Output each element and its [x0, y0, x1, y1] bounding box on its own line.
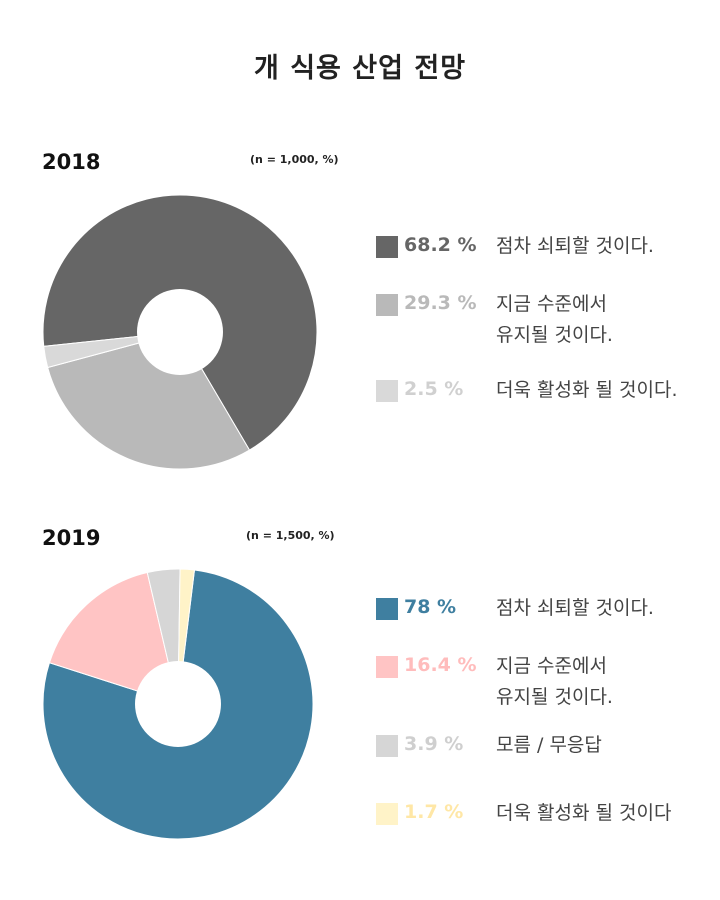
legend-label: 점차 쇠퇴할 것이다. — [496, 235, 654, 257]
legend-value: 2.5 % — [404, 378, 464, 400]
legend-value: 3.9 % — [404, 733, 464, 755]
chart-2019-year: 2019 — [42, 526, 101, 550]
legend-2018-maintain: 29.3 % 지금 수준에서 유지될 것이다. — [376, 292, 613, 346]
donut-hole — [137, 289, 223, 375]
legend-2019-decline: 78 % 점차 쇠퇴할 것이다. — [376, 596, 654, 620]
donut-hole — [135, 661, 221, 747]
legend-label: 더욱 활성화 될 것이다. — [496, 379, 678, 401]
donut-chart-2019 — [42, 568, 314, 840]
legend-2019-unknown: 3.9 % 모름 / 무응답 — [376, 733, 602, 757]
legend-label: 점차 쇠퇴할 것이다. — [496, 597, 654, 619]
legend-swatch — [376, 803, 398, 825]
legend-swatch — [376, 598, 398, 620]
legend-value: 16.4 % — [404, 654, 477, 676]
legend-2018-activate: 2.5 % 더욱 활성화 될 것이다. — [376, 378, 677, 402]
legend-label: 지금 수준에서 유지될 것이다. — [496, 293, 613, 346]
donut-chart-2018 — [42, 194, 318, 470]
page-title: 개 식용 산업 전망 — [253, 53, 467, 84]
legend-swatch — [376, 735, 398, 757]
legend-2018-decline: 68.2 % 점차 쇠퇴할 것이다. — [376, 234, 654, 258]
pie-slice-2 — [48, 571, 179, 705]
legend-value: 78 % — [404, 596, 457, 618]
chart-2018-year: 2018 — [42, 150, 101, 174]
legend-swatch — [376, 294, 398, 316]
legend-2019-maintain: 16.4 % 지금 수준에서 유지될 것이다. — [376, 654, 613, 708]
legend-value: 68.2 % — [404, 234, 477, 256]
legend-2019-activate: 1.7 % 더욱 활성화 될 것이다 — [376, 801, 671, 825]
legend-value: 29.3 % — [404, 292, 477, 314]
legend-label: 더욱 활성화 될 것이다 — [496, 802, 672, 824]
legend-swatch — [376, 656, 398, 678]
legend-swatch — [376, 236, 398, 258]
chart-2019-note: (n = 1,500, %) — [246, 529, 335, 542]
legend-label: 모름 / 무응답 — [496, 734, 602, 756]
legend-value: 1.7 % — [404, 801, 464, 823]
legend-label: 지금 수준에서 유지될 것이다. — [496, 655, 613, 708]
legend-swatch — [376, 380, 398, 402]
chart-2018-note: (n = 1,000, %) — [250, 153, 339, 166]
